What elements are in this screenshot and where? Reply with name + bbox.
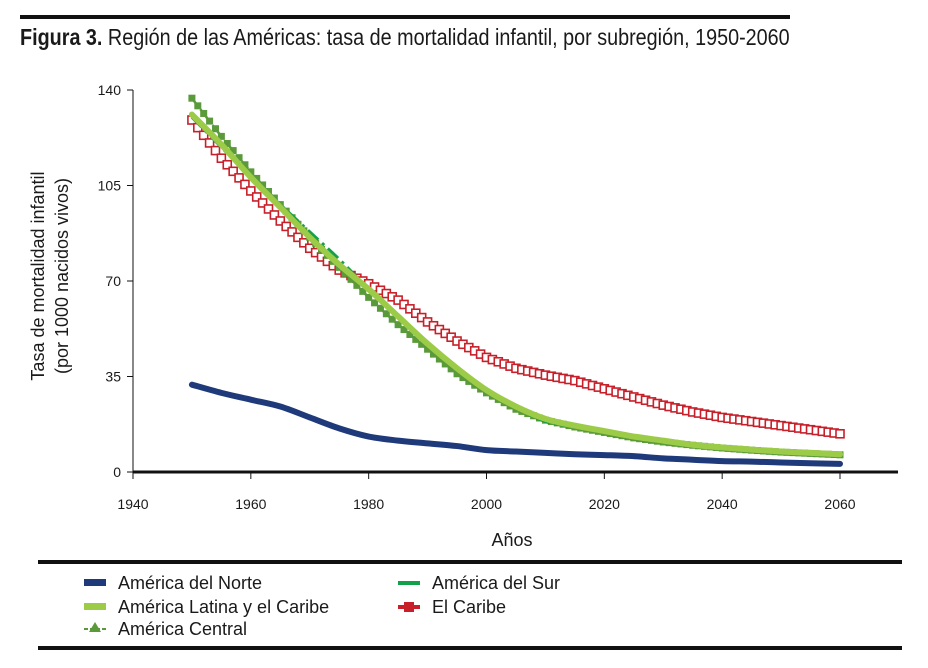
- el-caribe-point: [198, 130, 209, 141]
- legend-swatch: [84, 603, 106, 610]
- el-caribe-point: [293, 232, 303, 243]
- america-central-point: [424, 345, 432, 353]
- legend-label: El Caribe: [432, 597, 506, 617]
- y-axis-ticks: 0 35 70 105 140: [98, 82, 133, 480]
- america-central-point: [394, 321, 402, 329]
- el-caribe-point: [281, 221, 291, 232]
- series-america-del-norte: [188, 381, 843, 467]
- el-caribe-point: [234, 173, 244, 183]
- legend-item: América del Sur: [398, 573, 560, 593]
- y-tick-label: 140: [98, 82, 122, 98]
- america-central-point: [388, 315, 396, 323]
- america-central-point: [206, 117, 214, 125]
- legend-item: América del Norte: [84, 573, 262, 593]
- america-central-point: [247, 168, 255, 176]
- america-central-point: [441, 360, 449, 368]
- america-central-point: [200, 109, 208, 117]
- legend-label: América Latina y el Caribe: [118, 597, 329, 617]
- el-caribe-point: [275, 216, 286, 226]
- america-central-point: [359, 287, 367, 295]
- america-central-point: [459, 374, 467, 382]
- america-central-point: [211, 125, 219, 133]
- america-central-point: [347, 275, 355, 283]
- y-tick-label: 70: [105, 273, 121, 289]
- america-central-point: [447, 365, 455, 373]
- america-central-point: [429, 350, 437, 358]
- america-central-point: [253, 174, 261, 182]
- el-caribe-point: [257, 198, 268, 208]
- y-axis-subtitle: (por 1000 nacidos vivos): [52, 178, 72, 374]
- legend-label: América del Sur: [432, 573, 560, 593]
- legend-top-rule: [38, 560, 902, 564]
- x-tick-label: 2000: [471, 496, 502, 512]
- america-central-point: [435, 355, 443, 363]
- legend-label: América del Norte: [118, 573, 262, 593]
- x-tick-label: 1960: [235, 496, 266, 512]
- america-central-point: [223, 139, 231, 147]
- series-el-caribe: [187, 115, 845, 439]
- america-central-point: [376, 304, 384, 312]
- america-central-point: [241, 161, 249, 169]
- legend-marker: [404, 602, 414, 612]
- america-central-point: [188, 94, 196, 102]
- el-caribe-point: [246, 186, 256, 196]
- legend-item: América Latina y el Caribe: [84, 597, 329, 617]
- america-central-point: [412, 335, 420, 343]
- legend-item: El Caribe: [398, 597, 506, 617]
- x-tick-label: 1940: [117, 496, 148, 512]
- figure-title-text: Región de las Américas: tasa de mortalid…: [107, 24, 790, 50]
- x-tick-label: 1980: [353, 496, 384, 512]
- legend: América del Norte América Latina y el Car…: [84, 573, 560, 639]
- el-caribe-point: [263, 204, 274, 214]
- america-central-point: [406, 330, 414, 338]
- el-caribe-point: [299, 238, 309, 248]
- america-central-point: [235, 154, 243, 162]
- america-central-point: [229, 147, 237, 155]
- series-america-latina: [188, 111, 843, 458]
- america-central-point: [465, 377, 473, 385]
- el-caribe-point: [287, 227, 297, 237]
- legend-bottom-rule: [38, 646, 902, 650]
- x-axis-ticks: 1940 1960 1980 2000 2020 2040 2060: [117, 472, 856, 512]
- legend-item: América Central: [84, 619, 247, 639]
- y-axis-title: Tasa de mortalidad infantil: [28, 171, 48, 380]
- x-tick-label: 2040: [707, 496, 738, 512]
- legend-marker: [89, 622, 101, 632]
- america-central-point: [382, 310, 390, 318]
- x-tick-label: 2060: [824, 496, 855, 512]
- america-central-line: [190, 97, 841, 457]
- legend-swatch: [398, 581, 420, 585]
- legend-label: América Central: [118, 619, 247, 639]
- america-central-point: [259, 181, 267, 189]
- el-caribe-point: [835, 428, 845, 439]
- series-layer: [187, 94, 845, 467]
- figure-title: Figura 3. Región de las Américas: tasa d…: [20, 24, 790, 51]
- y-tick-label: 0: [113, 464, 121, 480]
- el-caribe-point: [204, 138, 215, 148]
- y-tick-label: 105: [98, 178, 122, 194]
- x-tick-label: 2020: [589, 496, 620, 512]
- america-central-point: [418, 340, 426, 348]
- figure-label: Figura 3.: [20, 24, 103, 50]
- america-central-point: [194, 102, 202, 110]
- america-central-point: [353, 281, 361, 289]
- el-caribe-point: [222, 159, 233, 170]
- america-central-point: [365, 293, 373, 301]
- el-caribe-point: [216, 153, 227, 164]
- x-axis-title: Años: [491, 530, 532, 550]
- top-rule: [20, 15, 790, 19]
- america-central-point: [453, 370, 461, 378]
- america-central-point: [217, 132, 225, 140]
- el-caribe-point: [240, 179, 250, 190]
- el-caribe-point: [210, 145, 221, 156]
- el-caribe-point: [228, 166, 238, 177]
- legend-swatch: [84, 579, 106, 586]
- el-caribe-point: [269, 210, 280, 220]
- el-caribe-point: [251, 192, 262, 202]
- america-central-point: [371, 299, 379, 307]
- america-central-point: [400, 326, 408, 334]
- y-tick-label: 35: [105, 369, 121, 385]
